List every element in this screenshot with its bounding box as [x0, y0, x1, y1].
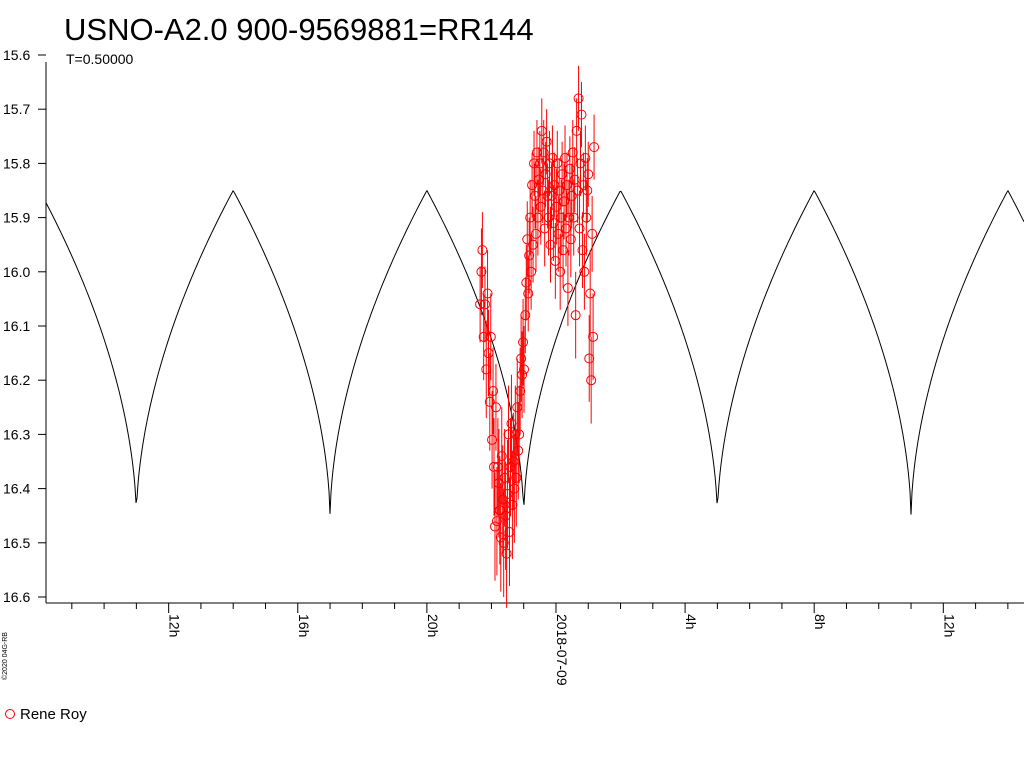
data-point [565, 234, 576, 245]
data-point [588, 331, 599, 342]
data-point [519, 364, 530, 375]
chart-title: USNO-A2.0 900-9569881=RR144 [64, 12, 534, 47]
data-point [476, 266, 487, 277]
data-point [522, 234, 533, 245]
data-point [501, 548, 512, 559]
data-point [585, 288, 596, 299]
data-point [555, 266, 566, 277]
y-tick-label: 16.0 [3, 264, 30, 280]
data-point [582, 185, 593, 196]
axes: 15.6 15.7 15.8 15.9 16.0 16.1 16.2 16.3 16.4 16.5… [3, 47, 1024, 686]
data-point [569, 174, 580, 185]
y-tick-label: 15.9 [3, 210, 30, 226]
data-point [514, 429, 525, 440]
data-point [567, 147, 578, 158]
model-light-curve [45, 189, 1024, 515]
data-point [579, 266, 590, 277]
data-point [583, 169, 594, 180]
data-point [570, 310, 581, 321]
data-point [539, 223, 550, 234]
copyright-text: ©2020 04G-RB [1, 632, 9, 680]
data-point [490, 402, 501, 413]
x-tick-label: 2018-07-09 [554, 614, 570, 686]
x-tick-label: 20h [425, 614, 441, 637]
data-point [485, 331, 496, 342]
x-tick-label: 4h [683, 614, 699, 630]
x-tick-label: 16h [296, 614, 312, 637]
data-point [540, 169, 551, 180]
data-point [541, 136, 552, 147]
data-point [562, 283, 573, 294]
data-point [587, 228, 598, 239]
data-point [491, 516, 502, 527]
data-point [576, 109, 587, 120]
data-point [586, 375, 597, 386]
y-tick-label: 16.1 [3, 318, 30, 334]
data-point [573, 93, 584, 104]
legend-label-rene-roy: Rene Roy [20, 706, 87, 723]
data-point [523, 288, 534, 299]
data-point [498, 537, 509, 548]
x-tick-label: 8h [812, 614, 828, 630]
y-tick-label: 15.6 [3, 47, 30, 63]
data-point [484, 396, 495, 407]
data-point [574, 223, 585, 234]
data-point [542, 190, 553, 201]
y-tick-label: 15.8 [3, 155, 30, 171]
data-point [520, 310, 531, 321]
data-point [580, 152, 591, 163]
data-point [516, 353, 527, 364]
data-point [493, 478, 504, 489]
data-point [479, 299, 490, 310]
y-ticks: 15.6 15.7 15.8 15.9 16.0 16.1 16.2 16.3 16.4 16.5… [3, 47, 46, 605]
data-point [517, 369, 528, 380]
data-point [482, 288, 493, 299]
data-point [507, 499, 518, 510]
data-point [509, 483, 520, 494]
data-point [511, 472, 522, 483]
data-point [572, 185, 583, 196]
data-point [566, 190, 577, 201]
y-tick-label: 16.5 [3, 535, 30, 551]
data-point [584, 353, 595, 364]
data-point [589, 142, 600, 153]
data-point [538, 147, 549, 158]
data-point [506, 418, 517, 429]
y-tick-label: 16.4 [3, 481, 30, 497]
y-tick-label: 16.3 [3, 426, 30, 442]
y-tick-label: 15.7 [3, 101, 30, 117]
data-point [568, 212, 579, 223]
x-ticks: 12h 16h 20h 2018-07-09 4h 8h 12h [71, 603, 1009, 686]
observation-points [475, 65, 600, 608]
data-point [534, 158, 545, 169]
data-point [487, 434, 498, 445]
chart-subtitle: T=0.50000 [66, 51, 134, 67]
data-point [581, 212, 592, 223]
data-point [577, 245, 588, 256]
x-tick-label: 12h [941, 614, 957, 637]
data-point [524, 250, 535, 261]
data-point [488, 386, 499, 397]
data-point [518, 337, 529, 348]
data-point [513, 445, 524, 456]
data-point [496, 451, 507, 462]
legend-marker-rene-roy [5, 709, 15, 719]
x-tick-label: 12h [167, 614, 183, 637]
legend: Rene Roy [5, 706, 87, 723]
y-tick-label: 16.6 [3, 589, 30, 605]
data-point [477, 245, 488, 256]
data-point [515, 386, 526, 397]
y-tick-label: 16.2 [3, 372, 30, 388]
